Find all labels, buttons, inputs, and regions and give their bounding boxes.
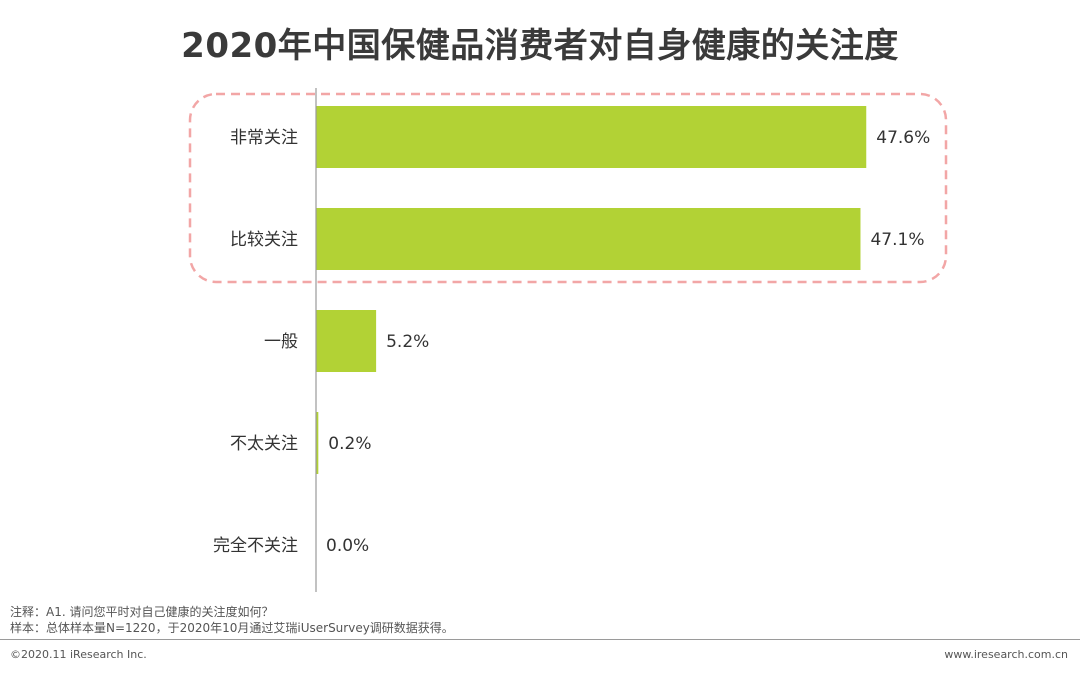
bar-chart: 非常关注 47.6% 比较关注 47.1% 一般 5.2% 不太关注 0.2% 完全不关注 0.0…: [188, 88, 948, 592]
highlight-box: [188, 92, 948, 284]
note-text: 注释：A1. 请问您平时对自己健康的关注度如何？: [10, 605, 274, 619]
footer-copyright: ©2020.11 iResearch Inc.: [10, 648, 147, 661]
category-label: 比较关注: [230, 230, 298, 250]
category-label: 完全不关注: [213, 536, 298, 556]
footer-website: www.iresearch.com.cn: [944, 648, 1068, 661]
bar: [316, 106, 867, 168]
bar: [316, 412, 319, 474]
category-label: 不太关注: [230, 434, 298, 454]
value-label: 47.6%: [876, 128, 930, 148]
footer-divider: [0, 639, 1080, 640]
value-label: 5.2%: [386, 332, 429, 352]
category-label: 一般: [264, 332, 298, 352]
chart-notes: 注释：A1. 请问您平时对自己健康的关注度如何？ 样本：总体样本量N=1220，…: [10, 604, 454, 636]
bar: [316, 208, 861, 270]
value-label: 0.0%: [326, 536, 369, 556]
category-label: 非常关注: [230, 128, 298, 148]
value-label: 47.1%: [870, 230, 924, 250]
value-label: 0.2%: [328, 434, 371, 454]
chart-title: 2020年中国保健品消费者对自身健康的关注度: [181, 26, 899, 66]
sample-text: 样本：总体样本量N=1220，于2020年10月通过艾瑞iUserSurvey调…: [10, 621, 454, 635]
bar: [316, 310, 377, 372]
